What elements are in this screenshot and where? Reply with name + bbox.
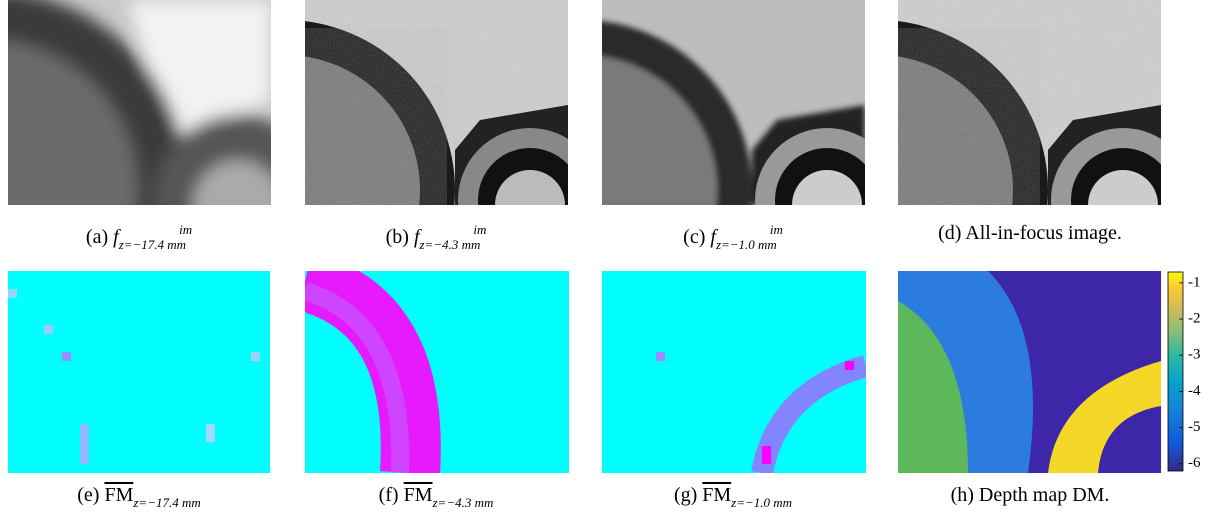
caption-subscript: z=−4.3 mm bbox=[433, 495, 494, 510]
focus-map-f bbox=[305, 271, 569, 473]
focus-map-e bbox=[8, 271, 270, 473]
caption-label: (b) bbox=[386, 226, 409, 248]
caption-label: (d) bbox=[938, 222, 961, 244]
caption: (g) FMz=−1.0 mm bbox=[674, 484, 792, 511]
colorbar-tick-label: -4 bbox=[1188, 383, 1201, 399]
caption-subscript: z=−17.4 mm bbox=[119, 237, 186, 252]
caption-text: All-in-focus image. bbox=[965, 222, 1122, 244]
focus-map-g bbox=[602, 271, 866, 473]
colorbar: -1 -2 -3 -4 -5 -6 bbox=[1168, 272, 1201, 471]
caption-subscript: z=−17.4 mm bbox=[133, 495, 200, 510]
caption-subscript: z=−1.0 mm bbox=[731, 495, 792, 510]
page: -1 -2 -3 -4 -5 -6 (a) fz=−17.4 mmim (b) fz=−4… bbox=[0, 0, 1209, 520]
caption: (b) fz=−4.3 mmim bbox=[386, 222, 487, 253]
caption-symbol: FM bbox=[404, 484, 433, 506]
caption-superscript: im bbox=[770, 222, 783, 237]
caption-label: (g) bbox=[674, 484, 697, 506]
caption-label: (h) bbox=[951, 484, 974, 506]
caption-symbol: FM bbox=[702, 484, 731, 506]
caption-text: Depth map DM. bbox=[979, 484, 1110, 506]
colorbar-tick-label: -3 bbox=[1188, 347, 1201, 363]
figure: -1 -2 -3 -4 -5 -6 bbox=[0, 0, 1209, 520]
colorbar-tick-label: -2 bbox=[1188, 310, 1201, 326]
caption: (d) All-in-focus image. bbox=[938, 222, 1122, 245]
colorbar-tick-label: -1 bbox=[1188, 274, 1201, 290]
caption-label: (f) bbox=[379, 484, 399, 506]
colorbar-gradient bbox=[1168, 272, 1183, 471]
depth-map bbox=[898, 271, 1161, 473]
colorbar-tick-label: -6 bbox=[1188, 455, 1201, 471]
caption: (e) FMz=−17.4 mm bbox=[77, 484, 201, 511]
caption-label: (c) bbox=[683, 226, 705, 248]
caption-symbol: FM bbox=[104, 484, 133, 506]
caption-subscript: z=−4.3 mm bbox=[420, 237, 481, 252]
colorbar-tick-label: -5 bbox=[1188, 419, 1201, 435]
caption-subscript: z=−1.0 mm bbox=[716, 237, 777, 252]
caption: (a) fz=−17.4 mmim bbox=[86, 222, 192, 253]
caption: (f) FMz=−4.3 mm bbox=[379, 484, 494, 511]
caption: (h) Depth map DM. bbox=[951, 484, 1110, 507]
caption-superscript: im bbox=[179, 222, 192, 237]
caption-superscript: im bbox=[473, 222, 486, 237]
caption: (c) fz=−1.0 mmim bbox=[683, 222, 783, 253]
caption-label: (a) bbox=[86, 226, 108, 248]
caption-label: (e) bbox=[77, 484, 99, 506]
